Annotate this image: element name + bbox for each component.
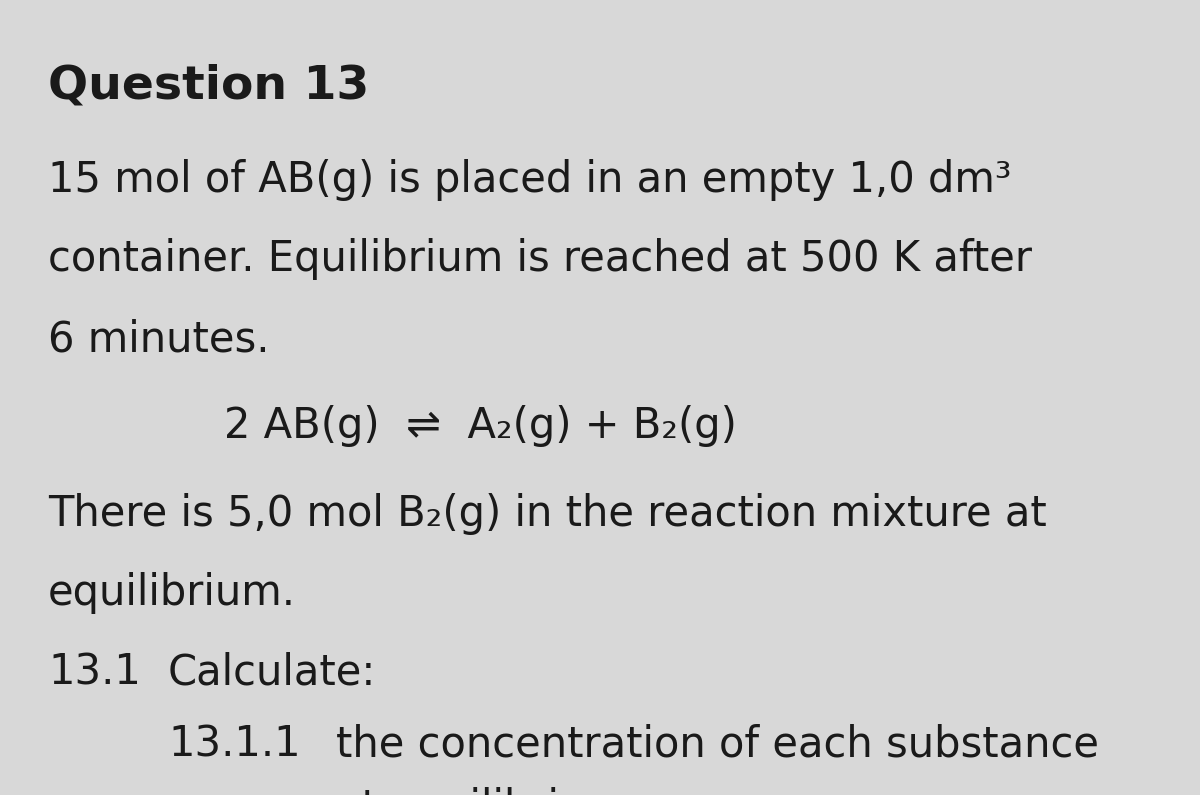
Text: container. Equilibrium is reached at 500 K after: container. Equilibrium is reached at 500… xyxy=(48,238,1032,281)
Text: There is 5,0 mol B₂(g) in the reaction mixture at: There is 5,0 mol B₂(g) in the reaction m… xyxy=(48,493,1046,535)
Text: 15 mol of AB(g) is placed in an empty 1,0 dm³: 15 mol of AB(g) is placed in an empty 1,… xyxy=(48,159,1012,201)
Text: Question 13: Question 13 xyxy=(48,64,370,109)
Text: equilibrium.: equilibrium. xyxy=(48,572,296,615)
Text: the concentration of each substance: the concentration of each substance xyxy=(336,723,1099,766)
Text: 2 AB(g)  ⇌  A₂(g) + B₂(g): 2 AB(g) ⇌ A₂(g) + B₂(g) xyxy=(223,405,737,448)
Text: 13.1.1: 13.1.1 xyxy=(168,723,301,766)
Text: 13.1: 13.1 xyxy=(48,652,140,694)
Text: 6 minutes.: 6 minutes. xyxy=(48,318,270,360)
Text: Calculate:: Calculate: xyxy=(168,652,377,694)
Text: at equilibrium.: at equilibrium. xyxy=(336,787,640,795)
